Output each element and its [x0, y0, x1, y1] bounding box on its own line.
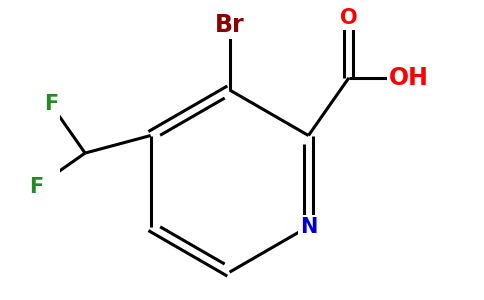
Text: O: O: [340, 8, 358, 28]
Text: Br: Br: [215, 14, 244, 38]
Text: F: F: [29, 177, 44, 197]
Text: F: F: [44, 94, 58, 114]
Text: OH: OH: [389, 66, 428, 90]
Text: N: N: [300, 217, 317, 237]
